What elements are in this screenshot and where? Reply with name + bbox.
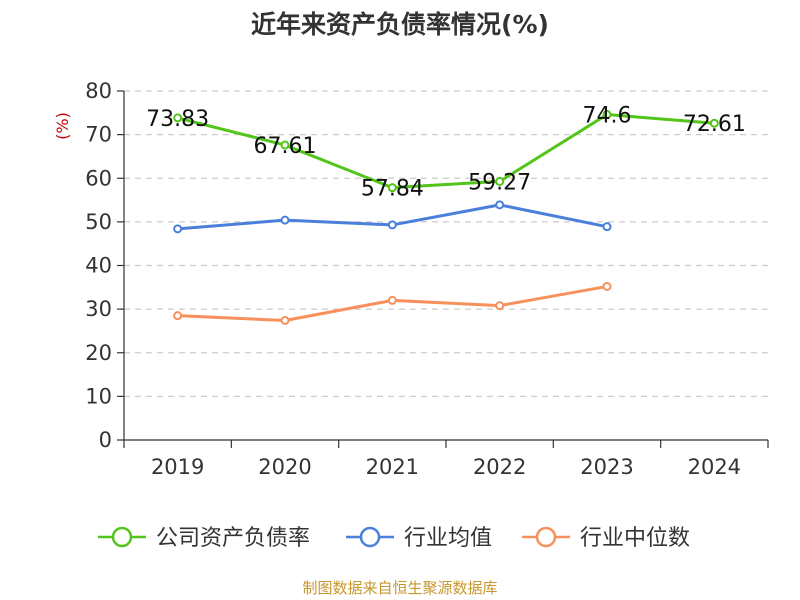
data-point bbox=[602, 222, 612, 232]
legend-item[interactable]: 行业均值 bbox=[346, 526, 492, 551]
data-point bbox=[280, 215, 290, 225]
legend-label: 公司资产负债率 bbox=[156, 526, 310, 551]
axes: 0 10 20 30 40 50 60 70 80 2019 2020 2021 2022 2023 202… bbox=[85, 79, 769, 479]
series-line bbox=[176, 113, 716, 190]
y-tick-label: 70 bbox=[85, 123, 112, 147]
source-note: 制图数据来自恒生聚源数据库 bbox=[302, 579, 497, 597]
data-point bbox=[495, 176, 505, 186]
data-label: 73.83 bbox=[146, 107, 209, 132]
x-tick-label: 2020 bbox=[258, 455, 311, 479]
x-tick-label: 2021 bbox=[366, 455, 419, 479]
data-point bbox=[387, 295, 397, 305]
y-tick-label: 10 bbox=[85, 384, 112, 408]
data-point bbox=[387, 220, 397, 230]
y-tick-label: 30 bbox=[85, 297, 112, 321]
legend-marker bbox=[359, 526, 381, 548]
legend-item[interactable]: 行业中位数 bbox=[522, 526, 690, 551]
series-industry-median bbox=[173, 281, 612, 325]
legend-marker bbox=[535, 526, 557, 548]
y-tick-label: 60 bbox=[85, 166, 112, 190]
series-company-debt-ratio bbox=[173, 110, 719, 193]
legend-label: 行业均值 bbox=[404, 526, 492, 551]
x-tick-label: 2019 bbox=[151, 455, 204, 479]
data-point bbox=[495, 301, 505, 311]
y-tick-label: 50 bbox=[85, 210, 112, 234]
data-point bbox=[387, 183, 397, 193]
grid-lines bbox=[124, 90, 768, 397]
data-point bbox=[280, 315, 290, 325]
data-point bbox=[495, 200, 505, 210]
series-industry-average bbox=[173, 200, 612, 234]
chart-title: 近年来资产负债率情况(%) bbox=[251, 10, 549, 39]
data-point bbox=[280, 140, 290, 150]
y-tick-label: 40 bbox=[85, 254, 112, 278]
data-label: 72.61 bbox=[683, 112, 746, 137]
y-tick-label: 0 bbox=[99, 428, 112, 452]
legend-label: 行业中位数 bbox=[580, 526, 690, 551]
data-point bbox=[173, 224, 183, 234]
series bbox=[173, 110, 719, 325]
data-label: 59.27 bbox=[468, 170, 531, 195]
data-point bbox=[602, 281, 612, 291]
x-tick-label: 2024 bbox=[688, 455, 741, 479]
legend-marker bbox=[111, 526, 133, 548]
x-tick-label: 2023 bbox=[580, 455, 633, 479]
x-tick-label: 2022 bbox=[473, 455, 526, 479]
data-label: 74.6 bbox=[583, 104, 632, 129]
legend-item[interactable]: 公司资产负债率 bbox=[98, 526, 310, 551]
data-label: 67.61 bbox=[254, 134, 317, 159]
data-point bbox=[602, 110, 612, 120]
y-axis-label: (%) bbox=[53, 112, 72, 140]
data-point bbox=[709, 118, 719, 128]
data-label: 57.84 bbox=[361, 177, 424, 202]
data-point bbox=[173, 311, 183, 321]
y-tick-label: 20 bbox=[85, 341, 112, 365]
y-tick-label: 80 bbox=[85, 79, 112, 103]
data-point bbox=[173, 113, 183, 123]
legend: 公司资产负债率 行业均值 行业中位数 bbox=[98, 526, 690, 551]
data-labels: 73.83 67.61 57.84 59.27 74.6 72.61 bbox=[146, 104, 746, 202]
